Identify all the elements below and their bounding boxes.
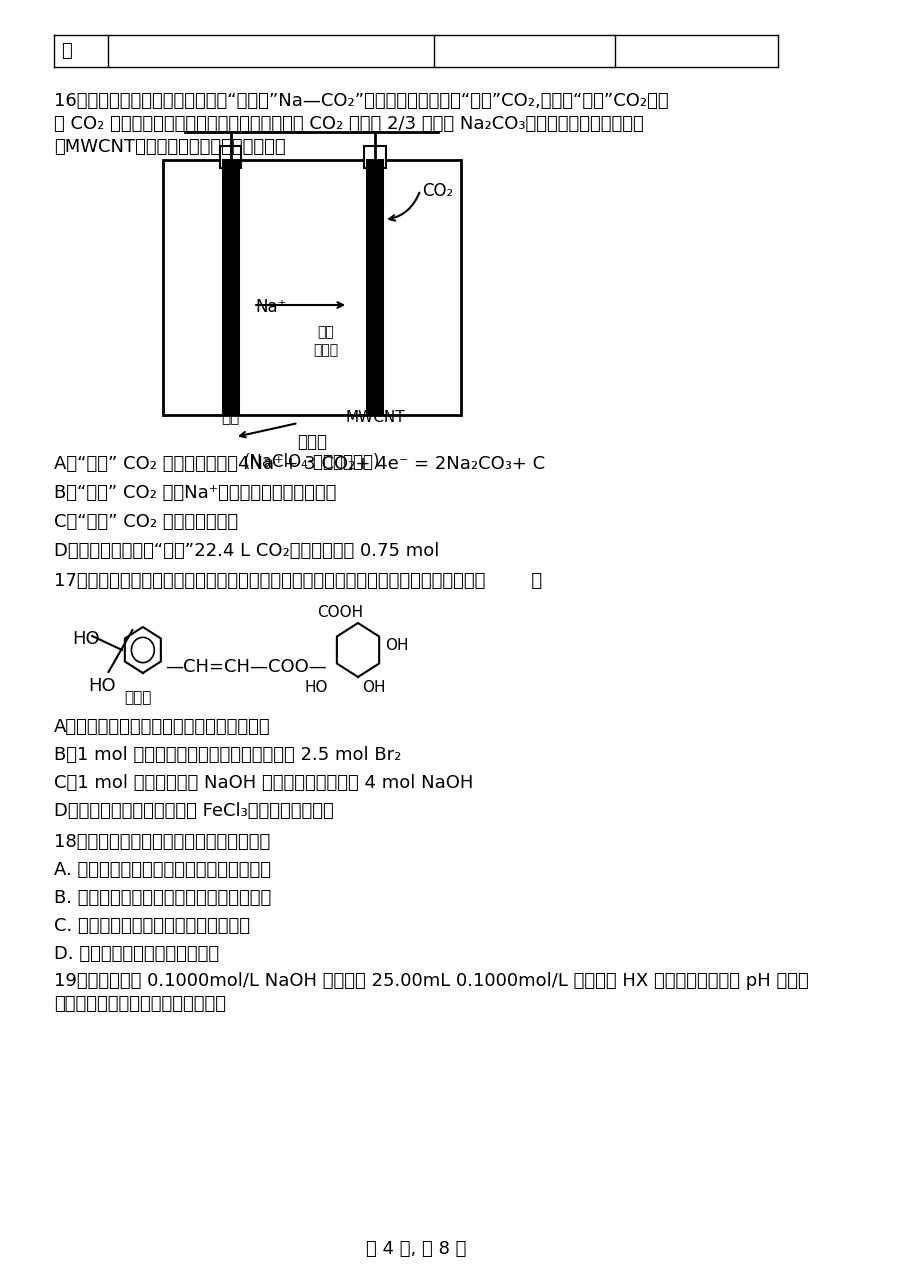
Text: 16．我国科研人员研制出一种室温“可呼吸”Na—CO₂”电池。放电时该电池“吸入”CO₂,充电时“呼出”CO₂。吸: 16．我国科研人员研制出一种室温“可呼吸”Na—CO₂”电池。放电时该电池“吸入… bbox=[54, 92, 668, 109]
Text: 液: 液 bbox=[62, 42, 73, 60]
Text: A．“吸入” CO₂ 时的正极反应：4Na⁺+ 3 CO₂+ 4e⁻ = 2Na₂CO₃+ C: A．“吸入” CO₂ 时的正极反应：4Na⁺+ 3 CO₂+ 4e⁻ = 2Na… bbox=[54, 454, 545, 474]
Text: D．标准状况下，每“呼出”22.4 L CO₂转移电子数为 0.75 mol: D．标准状况下，每“呼出”22.4 L CO₂转移电子数为 0.75 mol bbox=[54, 542, 439, 560]
Text: OH: OH bbox=[385, 638, 408, 653]
Text: （MWCNT）电极表面。下列说法正确的是: （MWCNT）电极表面。下列说法正确的是 bbox=[54, 137, 286, 157]
Text: A．分子中所有的砖原子均可能在同一平面内: A．分子中所有的砖原子均可能在同一平面内 bbox=[54, 718, 270, 736]
Text: HO: HO bbox=[73, 630, 100, 648]
Text: 线如下图所示。下列说法不正确的是: 线如下图所示。下列说法不正确的是 bbox=[54, 995, 226, 1013]
Text: (NaClO₄·四甘醒二甲醚): (NaClO₄·四甘醒二甲醚) bbox=[244, 453, 380, 471]
Text: C．1 mol 绿原酸与足量 NaOH 溶液反应，最多消耗 4 mol NaOH: C．1 mol 绿原酸与足量 NaOH 溶液反应，最多消耗 4 mol NaOH bbox=[54, 774, 473, 792]
Text: COOH: COOH bbox=[316, 605, 363, 620]
Text: CO₂: CO₂ bbox=[422, 182, 453, 200]
Text: C. 酯在碱性条件下水解的程度较为完全: C. 酯在碱性条件下水解的程度较为完全 bbox=[54, 917, 250, 934]
Bar bbox=[364, 146, 386, 168]
Text: 17．绿原酸是咋啡的热水提取液成分之一，结构简式如下图，关于绿原酸判断正确的是（        ）: 17．绿原酸是咋啡的热水提取液成分之一，结构简式如下图，关于绿原酸判断正确的是（… bbox=[54, 572, 542, 589]
Text: C．“吸入” CO₂ 时，鑉箔为正极: C．“吸入” CO₂ 时，鑉箔为正极 bbox=[54, 513, 238, 531]
Text: —CH=CH—COO—: —CH=CH—COO— bbox=[165, 658, 327, 676]
Text: HO: HO bbox=[88, 677, 116, 695]
Text: 绿原酸: 绿原酸 bbox=[124, 690, 152, 705]
Text: OH: OH bbox=[362, 680, 386, 695]
Text: 固体: 固体 bbox=[317, 325, 334, 339]
Text: 电解质: 电解质 bbox=[297, 433, 326, 451]
Text: D．绿原酸水解产物均可以与 FeCl₃溶液发生显色反应: D．绿原酸水解产物均可以与 FeCl₃溶液发生显色反应 bbox=[54, 802, 334, 820]
Text: B. 在硫酸亚铁溶液中，加入铁粉以防止氧化: B. 在硫酸亚铁溶液中，加入铁粉以防止氧化 bbox=[54, 889, 271, 906]
Text: 19．常温时，用 0.1000mol/L NaOH 溶液滴定 25.00mL 0.1000mol/L 某一元酸 HX 溶液，滴定过程中 pH 变化曲: 19．常温时，用 0.1000mol/L NaOH 溶液滴定 25.00mL 0… bbox=[54, 973, 808, 990]
Text: 钉箔: 钉箔 bbox=[221, 410, 240, 425]
Text: 入 CO₂ 时，其工作原理如右图所示。吸收的全部 CO₂ 中，有 2/3 转化为 Na₂CO₃固体沉积在多壁砖纳米管: 入 CO₂ 时，其工作原理如右图所示。吸收的全部 CO₂ 中，有 2/3 转化为… bbox=[54, 115, 643, 132]
Text: 第 4 页, 共 8 页: 第 4 页, 共 8 页 bbox=[365, 1240, 466, 1258]
Text: 18．下列事实不能用勒夏特列原理解释的是: 18．下列事实不能用勒夏特列原理解释的是 bbox=[54, 833, 270, 850]
Text: 沉积物: 沉积物 bbox=[312, 342, 337, 356]
Bar bbox=[220, 146, 241, 168]
Text: Na⁺: Na⁺ bbox=[255, 298, 287, 316]
Text: HO: HO bbox=[304, 680, 328, 695]
Bar bbox=[163, 160, 460, 415]
Text: D. 氨水应密闭保存，放置低温处: D. 氨水应密闭保存，放置低温处 bbox=[54, 945, 219, 962]
Text: MWCNT: MWCNT bbox=[345, 410, 404, 425]
Text: B．“呼出” CO₂ 时，Na⁺向多壁砖纳米管电极移动: B．“呼出” CO₂ 时，Na⁺向多壁砖纳米管电极移动 bbox=[54, 484, 336, 502]
Text: A. 实验室常用排饭和食盐水的方法收集氯气: A. 实验室常用排饭和食盐水的方法收集氯气 bbox=[54, 861, 271, 878]
Text: B．1 mol 绿原酸与足量溨水反应，最多消耗 2.5 mol Br₂: B．1 mol 绿原酸与足量溨水反应，最多消耗 2.5 mol Br₂ bbox=[54, 746, 402, 764]
